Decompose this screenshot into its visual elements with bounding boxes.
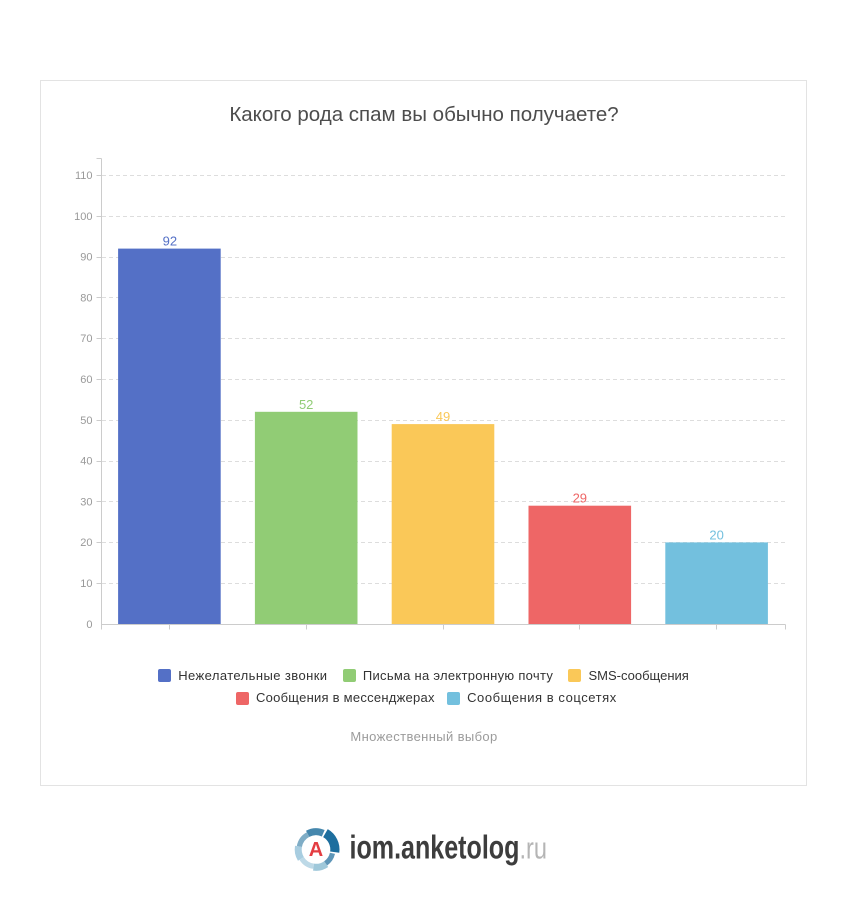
svg-text:92: 92 — [163, 234, 177, 249]
svg-text:110: 110 — [75, 170, 93, 182]
svg-text:49: 49 — [436, 409, 450, 424]
svg-text:100: 100 — [74, 211, 92, 223]
svg-text:80: 80 — [80, 293, 92, 305]
svg-text:20: 20 — [80, 537, 92, 549]
svg-text:10: 10 — [80, 578, 92, 590]
svg-text:iom.anketolog.ru: iom.anketolog.ru — [350, 829, 547, 866]
svg-text:90: 90 — [80, 252, 92, 264]
svg-text:20: 20 — [709, 527, 723, 542]
svg-text:60: 60 — [80, 374, 92, 386]
svg-text:30: 30 — [80, 497, 92, 509]
svg-text:A: A — [309, 839, 323, 861]
svg-text:29: 29 — [573, 491, 587, 506]
svg-text:52: 52 — [299, 397, 313, 412]
svg-text:70: 70 — [80, 333, 92, 345]
svg-text:0: 0 — [86, 619, 92, 631]
svg-text:50: 50 — [80, 415, 92, 427]
svg-text:40: 40 — [80, 456, 92, 468]
